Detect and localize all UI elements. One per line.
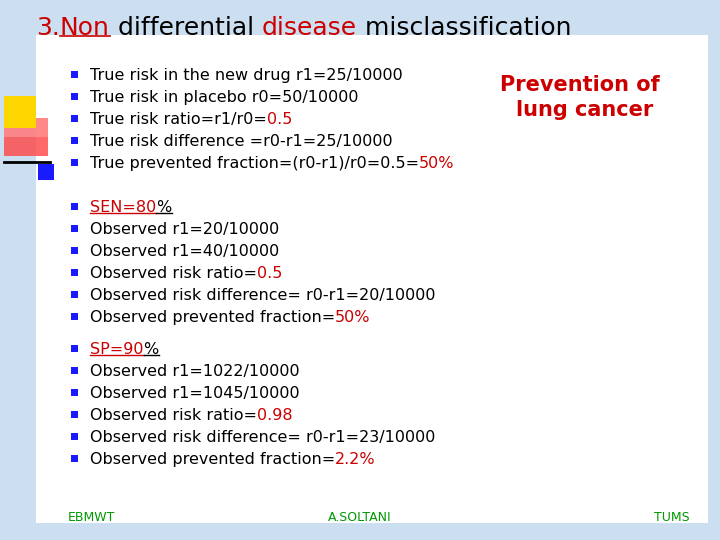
Bar	[71, 202, 78, 210]
Bar	[38, 164, 54, 180]
Bar	[71, 137, 78, 144]
Bar	[71, 410, 78, 417]
Text: Non: Non	[60, 16, 109, 40]
Text: Prevention of: Prevention of	[500, 75, 660, 95]
Text: 0.5: 0.5	[267, 112, 292, 127]
Text: TUMS: TUMS	[654, 511, 690, 524]
Text: disease: disease	[262, 16, 357, 40]
Bar	[4, 118, 48, 137]
Bar	[71, 225, 78, 232]
Bar	[71, 268, 78, 275]
Text: True risk difference =r0-r1=25/10000: True risk difference =r0-r1=25/10000	[90, 134, 392, 149]
Text: Observed prevented fraction=: Observed prevented fraction=	[90, 452, 336, 467]
Bar	[71, 291, 78, 298]
Bar	[71, 367, 78, 374]
Bar	[71, 246, 78, 253]
Text: %: %	[156, 200, 171, 215]
Bar	[4, 96, 36, 128]
Text: Observed risk difference= r0-r1=23/10000: Observed risk difference= r0-r1=23/10000	[90, 430, 436, 445]
Text: True prevented fraction=(r0-r1)/r0=0.5=: True prevented fraction=(r0-r1)/r0=0.5=	[90, 156, 419, 171]
Text: Observed risk ratio=: Observed risk ratio=	[90, 266, 257, 281]
Text: 50%: 50%	[336, 310, 371, 325]
Bar	[71, 92, 78, 99]
Bar	[71, 345, 78, 352]
Text: misclassification: misclassification	[357, 16, 572, 40]
Text: Observed risk ratio=: Observed risk ratio=	[90, 408, 257, 423]
Bar	[71, 455, 78, 462]
Text: A.SOLTANI: A.SOLTANI	[328, 511, 392, 524]
Bar	[71, 159, 78, 165]
Text: 0.5: 0.5	[257, 266, 282, 281]
Text: Observed r1=40/10000: Observed r1=40/10000	[90, 244, 279, 259]
Bar	[71, 388, 78, 395]
Bar	[71, 114, 78, 122]
Text: SP=90: SP=90	[90, 342, 143, 357]
Bar	[71, 71, 78, 78]
Bar	[71, 433, 78, 440]
Bar	[4, 118, 48, 156]
Text: Observed r1=1045/10000: Observed r1=1045/10000	[90, 386, 300, 401]
Text: %: %	[143, 342, 158, 357]
Text: 50%: 50%	[419, 156, 454, 171]
Text: Observed risk difference= r0-r1=20/10000: Observed risk difference= r0-r1=20/10000	[90, 288, 436, 303]
Text: True risk in the new drug r1=25/10000: True risk in the new drug r1=25/10000	[90, 68, 402, 83]
Bar	[71, 313, 78, 320]
Text: 3.: 3.	[36, 16, 60, 40]
Text: True risk ratio=r1/r0=: True risk ratio=r1/r0=	[90, 112, 267, 127]
Text: SEN=80: SEN=80	[90, 200, 156, 215]
Text: True risk in placebo r0=50/10000: True risk in placebo r0=50/10000	[90, 90, 359, 105]
Text: Observed prevented fraction=: Observed prevented fraction=	[90, 310, 336, 325]
Text: Observed r1=1022/10000: Observed r1=1022/10000	[90, 364, 300, 379]
Text: EBMWT: EBMWT	[68, 511, 115, 524]
Text: differential: differential	[109, 16, 262, 40]
Text: 0.98: 0.98	[257, 408, 292, 423]
Text: 2.2%: 2.2%	[336, 452, 376, 467]
Text: lung cancer: lung cancer	[516, 100, 653, 120]
Text: Observed r1=20/10000: Observed r1=20/10000	[90, 222, 279, 237]
